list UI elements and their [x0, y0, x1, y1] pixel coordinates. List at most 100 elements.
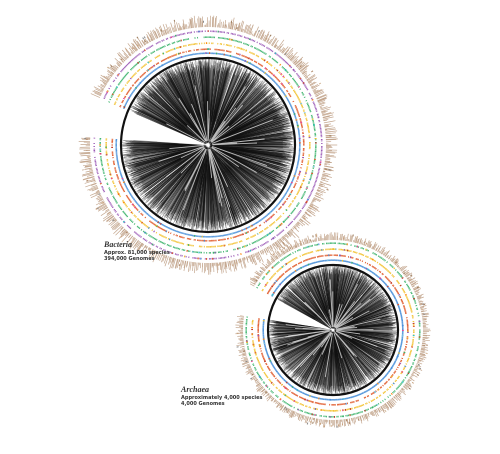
bacteria-ring-accent — [280, 64, 281, 65]
bacteria-ring-accent — [242, 230, 243, 232]
archaea-ring-accent — [394, 268, 395, 269]
bacteria-ring-accent — [118, 74, 119, 75]
bacteria-ring-accent — [294, 114, 296, 115]
archaea-ring-accent — [357, 264, 358, 266]
bacteria-ring-accent — [160, 223, 161, 225]
archaea-ring-accent — [308, 264, 309, 266]
bacteria-ring-accent — [306, 188, 308, 189]
bacteria-bar-accent — [179, 264, 180, 266]
bacteria-ring-accent — [163, 53, 164, 55]
bacteria-ring-accent — [290, 194, 292, 195]
bacteria-bar-accent — [143, 38, 144, 40]
archaea-ring-accent — [352, 262, 353, 264]
bacteria-ring-accent — [278, 226, 279, 227]
bacteria-ring-accent — [300, 187, 302, 188]
bacteria-ring-accent — [277, 70, 278, 71]
archaea-bar-accent — [422, 304, 424, 305]
bacteria-ring-accent — [312, 119, 314, 120]
bacteria-ring-accent — [230, 55, 231, 57]
bacteria-ring-accent — [123, 182, 125, 183]
archaea-ring-accent — [313, 401, 314, 403]
archaea-ring-accent — [413, 298, 415, 299]
archaea-ring-accent — [405, 294, 407, 295]
archaea-ring-accent — [259, 376, 261, 377]
bacteria-ring-accent — [247, 61, 248, 63]
bacteria-ring-accent — [306, 201, 308, 202]
bacteria-ring-accent — [249, 58, 250, 60]
archaea-ring-accent — [366, 249, 367, 251]
bacteria-genome-count: 394,000 Genomes — [104, 256, 170, 262]
archaea-branches — [268, 265, 398, 395]
archaea-bar-accent — [409, 388, 411, 389]
bacteria-ring-accent — [265, 67, 266, 68]
archaea-ring-accent — [399, 295, 401, 296]
bacteria-ring-accent — [286, 80, 287, 81]
archaea-bar-accent — [290, 247, 291, 249]
bacteria-ring-accent — [249, 251, 250, 253]
bacteria-ring-accent — [250, 226, 251, 228]
archaea-bar-accent — [301, 241, 302, 243]
bacteria-ring-accent — [154, 231, 155, 233]
archaea-bar-accent — [243, 351, 245, 352]
bacteria-ring-accent — [168, 57, 169, 59]
bacteria-outer-bars — [79, 16, 338, 275]
archaea-ring-accent — [391, 368, 393, 369]
archaea-bar-accent — [426, 353, 428, 354]
archaea-bar-accent — [357, 236, 358, 238]
archaea-circular-tree — [235, 232, 430, 428]
bacteria-ring-accent — [238, 248, 239, 250]
archaea-ring-accent — [408, 372, 410, 373]
bacteria-ring-accent — [300, 103, 302, 104]
bacteria-ring-accent — [317, 114, 319, 115]
bacteria-ring-accent — [231, 237, 232, 239]
bacteria-ring-accent — [158, 221, 159, 223]
bacteria-bar-accent — [174, 20, 175, 22]
archaea-bar-accent — [423, 304, 425, 305]
archaea-ring-accent — [405, 366, 407, 367]
bacteria-ring-accent — [172, 252, 173, 254]
bacteria-ring-accent — [252, 225, 253, 227]
bacteria-ring-accent — [116, 87, 118, 88]
archaea-bar-accent — [307, 423, 308, 425]
archaea-bar-accent — [357, 241, 358, 243]
archaea-ring-accent — [401, 372, 403, 373]
bacteria-ring-accent — [128, 98, 130, 99]
archaea-bar-accent — [419, 368, 421, 369]
bacteria-ring-accent — [166, 231, 167, 233]
bacteria-bar-accent — [86, 180, 88, 181]
bacteria-bar-accent — [284, 48, 285, 50]
archaea-ring-accent — [402, 382, 404, 383]
archaea-ring-accent — [298, 409, 299, 411]
bacteria-circular-tree — [79, 16, 338, 275]
bacteria-bar-accent — [319, 83, 321, 84]
archaea-ring-accent — [264, 361, 266, 362]
bacteria-ring-accent — [257, 233, 258, 235]
bacteria-ring-accent — [280, 224, 281, 225]
archaea-bar-accent — [418, 365, 420, 366]
archaea-genome-count: 4,000 Genomes — [181, 401, 263, 407]
bacteria-ring-accent — [304, 113, 306, 114]
bacteria-ring-accent — [130, 78, 131, 79]
bacteria-ring-accent — [311, 173, 313, 174]
bacteria-ring-accent — [106, 92, 108, 93]
bacteria-ring-accent — [250, 250, 251, 252]
archaea-ring-accent — [408, 373, 410, 374]
bacteria-bar-accent — [239, 261, 240, 263]
bacteria-branches — [121, 58, 295, 232]
bacteria-ring-accent — [246, 50, 247, 52]
bacteria-ring-accent — [299, 171, 301, 172]
archaea-ring-accent — [312, 414, 313, 416]
archaea-ring-accent — [365, 410, 366, 412]
archaea-outer-bars — [235, 232, 430, 428]
bacteria-ring-accent — [179, 53, 180, 55]
bacteria-ring-accent — [245, 60, 246, 62]
archaea-title: Archaea — [181, 385, 263, 395]
archaea-annotation-ring — [245, 242, 420, 417]
bacteria-ring-accent — [241, 48, 242, 50]
archaea-ring-accent — [305, 399, 306, 401]
bacteria-ring-accent — [175, 35, 176, 37]
bacteria-bar-accent — [270, 35, 271, 37]
bacteria-ring-accent — [122, 178, 124, 179]
bacteria-bar-accent — [327, 189, 329, 190]
